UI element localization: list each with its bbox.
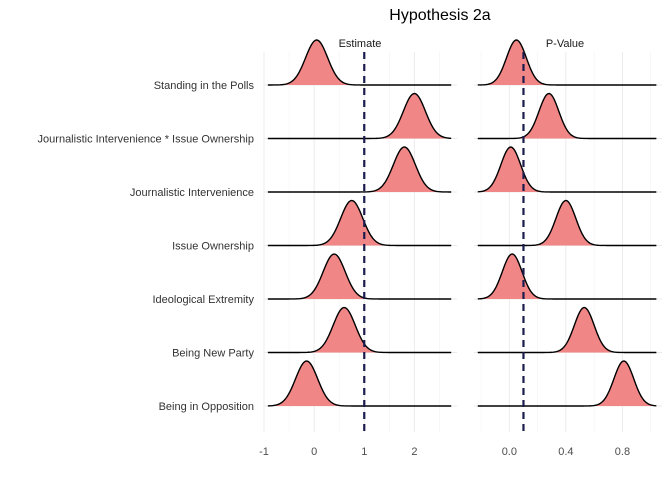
y-label: Journalistic Intervenience xyxy=(130,187,254,199)
ridge-fill xyxy=(552,307,616,353)
y-label: Being New Party xyxy=(172,348,254,360)
ridges xyxy=(267,39,657,407)
x-tick-label: -1 xyxy=(259,446,269,458)
ridge-fill xyxy=(369,147,440,192)
x-axis-ticks: -1 0 1 2 0.0 0.4 0.8 xyxy=(259,446,630,458)
ridge-fill xyxy=(308,307,380,353)
ridge-line xyxy=(477,146,657,193)
y-label: Being in Opposition xyxy=(159,401,254,413)
x-tick-label: 0.8 xyxy=(615,446,630,458)
panel-grid xyxy=(263,52,662,432)
ridge-line xyxy=(267,92,452,140)
x-tick-label: 0.0 xyxy=(502,446,517,458)
strip-label-p-value: P-Value xyxy=(546,38,584,50)
ridge-fill xyxy=(316,200,388,246)
ridge-line xyxy=(267,39,452,86)
ridge-line xyxy=(477,39,657,86)
x-tick-label: 2 xyxy=(411,446,417,458)
y-label: Issue Ownership xyxy=(172,241,254,253)
y-label: Ideological Extremity xyxy=(153,294,255,306)
ridge-line xyxy=(267,253,452,300)
x-tick-label: 0.4 xyxy=(558,446,573,458)
ridge-fill xyxy=(517,93,581,139)
ridge-line xyxy=(477,360,657,407)
strip-label-estimate: Estimate xyxy=(339,38,382,50)
ridge-fill xyxy=(592,361,656,406)
x-tick-label: 0 xyxy=(311,446,317,458)
ridge-line xyxy=(267,306,452,354)
ridge-line xyxy=(477,92,657,140)
ridge-line xyxy=(477,199,657,247)
x-tick-label: 1 xyxy=(361,446,367,458)
ridge-fill xyxy=(480,254,544,299)
ridge-line xyxy=(267,146,452,193)
ridge-fill xyxy=(298,254,370,299)
ridge-line xyxy=(477,253,657,300)
y-label: Journalistic Intervenience * Issue Owner… xyxy=(38,134,254,146)
ridge-fill xyxy=(271,361,342,406)
ridge-fill xyxy=(484,40,549,85)
ridge-line xyxy=(267,199,452,247)
y-label: Standing in the Polls xyxy=(154,80,255,92)
ridge-fill xyxy=(379,93,450,139)
y-axis-labels: Standing in the Polls Journalistic Interv… xyxy=(38,80,255,413)
chart-title: Hypothesis 2a xyxy=(389,7,490,24)
ridge-line xyxy=(267,360,452,407)
ridge-line xyxy=(477,306,657,354)
ridge-fill xyxy=(534,200,598,246)
ridge-fill xyxy=(479,147,543,192)
reference-lines xyxy=(363,52,525,432)
